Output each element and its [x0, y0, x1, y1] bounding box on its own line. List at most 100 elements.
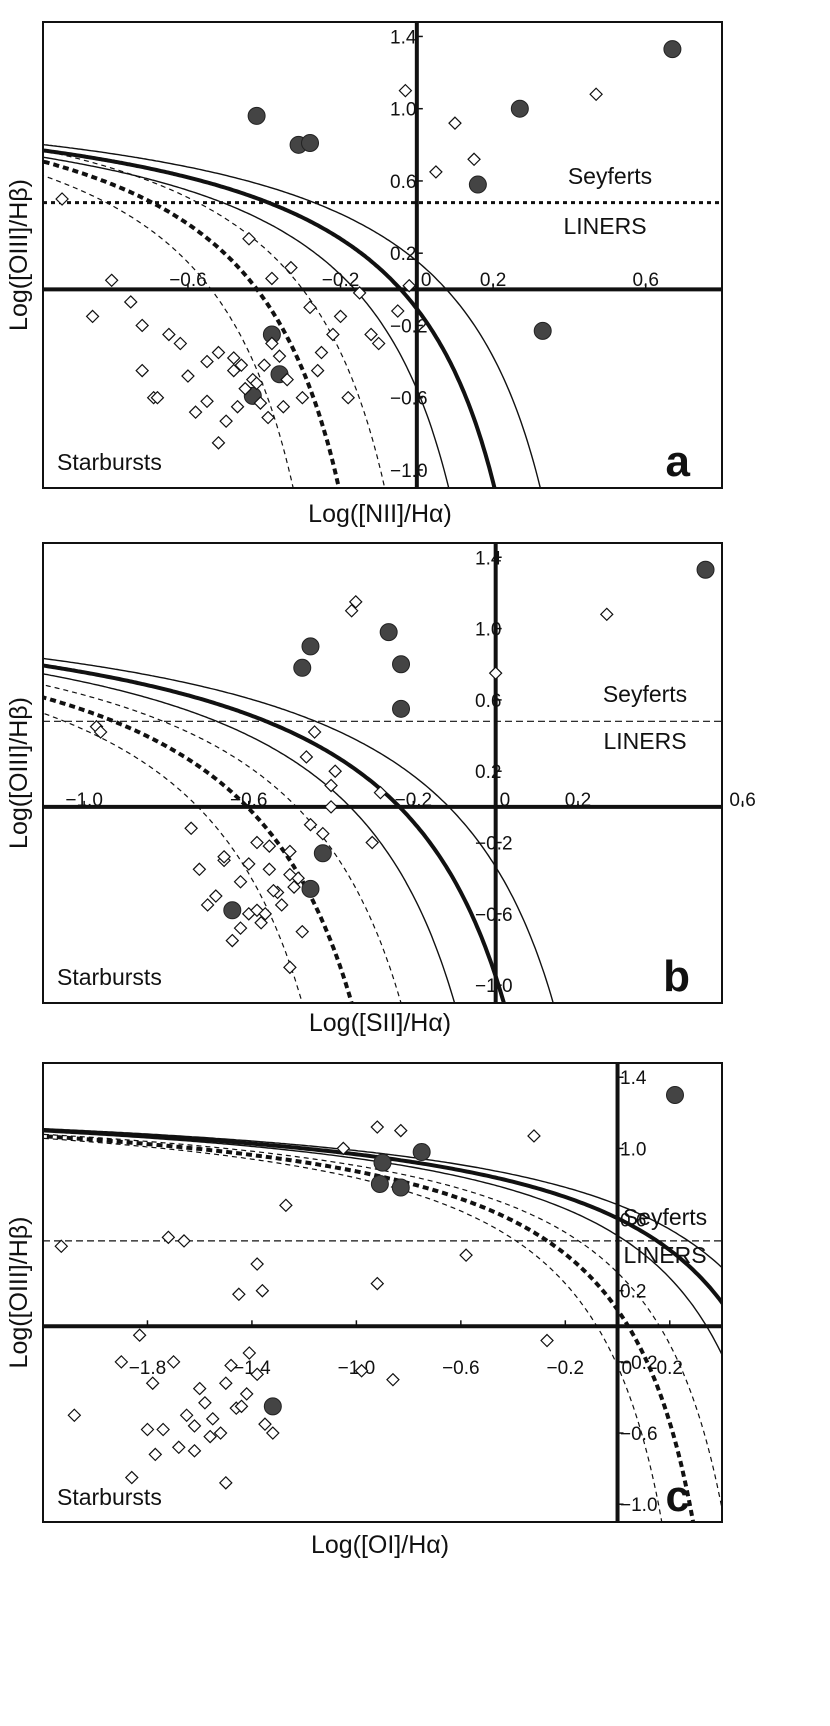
data-point-open: [398, 83, 413, 98]
data-point-open: [364, 327, 378, 342]
plot-frame: [42, 542, 723, 1004]
data-point-open: [93, 725, 108, 739]
data-point-open: [599, 607, 614, 622]
data-point-filled: [696, 560, 715, 579]
data-point-open: [249, 376, 264, 391]
theoretical-limit-lower: [43, 156, 450, 488]
data-point-open: [386, 1372, 400, 1387]
y-tick-label: 1.4: [390, 27, 417, 48]
data-point-open: [265, 1426, 280, 1440]
data-point-filled: [223, 901, 242, 920]
data-point-open: [241, 857, 256, 871]
y-axis-label: Log([OIII]/Hβ): [5, 697, 33, 849]
empirical-limit-curve: [43, 159, 342, 488]
data-point-open: [238, 381, 253, 396]
data-point-open: [336, 1141, 351, 1156]
y-axis-label: Log([OIII]/Hβ): [5, 179, 33, 331]
data-point-open: [280, 372, 294, 387]
data-point-open: [132, 1328, 147, 1343]
y-tick-label: 1.0: [620, 1139, 646, 1160]
x-tick-label: 0.6: [632, 270, 658, 291]
data-point-filled: [373, 1153, 392, 1172]
data-point-open: [198, 1395, 212, 1410]
data-point-open: [232, 1287, 246, 1302]
data-point-filled: [263, 1397, 282, 1416]
x-tick-label: 0.6: [729, 790, 755, 811]
data-point-open: [219, 414, 233, 429]
theoretical-limit-curve: [43, 148, 497, 488]
data-point-open: [354, 1363, 369, 1378]
data-point-open: [365, 835, 380, 850]
x-tick-label: 0.2: [565, 790, 591, 811]
x-tick-label: −1.8: [129, 1358, 167, 1379]
data-point-open: [467, 152, 481, 167]
theoretical-limit-upper: [43, 143, 542, 488]
data-point-open: [488, 666, 503, 681]
data-point-open: [200, 394, 214, 409]
data-point-open: [295, 924, 310, 939]
region-label-seyferts: Seyferts: [568, 163, 652, 189]
data-point-open: [234, 1399, 249, 1414]
data-point-open: [303, 817, 318, 832]
data-point-open: [402, 278, 417, 293]
region-label-seyferts: Seyferts: [623, 1204, 707, 1230]
data-point-open: [258, 907, 273, 921]
data-point-open: [276, 399, 291, 414]
y-tick-label: 1.0: [475, 620, 501, 641]
data-point-open: [211, 435, 226, 450]
data-point-open: [303, 300, 317, 315]
x-axis-label: Log([OI]/Hα): [311, 1531, 449, 1559]
data-point-open: [224, 1358, 238, 1373]
y-tick-label: 1.4: [620, 1068, 647, 1089]
y-tick-label: −1.0: [390, 461, 428, 482]
data-point-open: [371, 336, 386, 351]
data-point-open: [161, 1230, 176, 1245]
data-point-open: [283, 844, 297, 859]
x-tick-label: −0.2: [547, 1358, 585, 1379]
y-tick-label: 1.4: [475, 548, 502, 569]
data-point-open: [344, 603, 359, 618]
data-point-filled: [533, 321, 552, 340]
plot-area: [43, 1086, 722, 1522]
data-point-open: [279, 1198, 293, 1213]
x-axis-label: Log([SII]/Hα): [309, 1009, 451, 1037]
y-tick-label: −0.2: [390, 316, 428, 337]
data-point-open: [258, 1417, 272, 1431]
data-point-open: [218, 1376, 233, 1391]
x-tick-label: 0: [622, 1358, 633, 1379]
data-point-filled: [392, 699, 411, 718]
x-tick-label: −1.0: [65, 790, 103, 811]
data-point-open: [150, 390, 165, 405]
data-point-open: [187, 1443, 202, 1458]
data-point-filled: [313, 844, 332, 863]
panel-a: 1.41.00.60.2−0.2−0.6−1.0−0.6 −0.2 0 0.2 0.6S…: [5, 21, 723, 528]
data-point-open: [373, 785, 388, 800]
data-point-open: [390, 304, 405, 318]
theoretical-limit-lower: [43, 673, 456, 1003]
data-point-open: [242, 231, 256, 246]
data-point-open: [85, 309, 100, 324]
data-point-filled: [301, 879, 320, 898]
data-point-open: [226, 363, 241, 378]
y-tick-label: −0.6: [620, 1424, 658, 1445]
data-point-filled: [379, 623, 398, 642]
data-point-open: [324, 778, 338, 793]
panel-letter: c: [666, 1472, 690, 1521]
data-point-open: [589, 87, 603, 102]
data-point-open: [200, 354, 214, 369]
data-point-open: [162, 327, 176, 342]
x-tick-label: −0.6: [169, 270, 207, 291]
region-label-starbursts: Starbursts: [57, 1484, 162, 1510]
panel-c: 1.41.00.60.2−0.2−0.6−1.0−1.8 −1.4 −1.0 −0.6…: [5, 1062, 723, 1559]
panel-letter: a: [666, 437, 691, 486]
data-point-open: [166, 1355, 181, 1369]
y-tick-label: 0.6: [475, 691, 501, 712]
data-point-open: [218, 1476, 233, 1490]
data-point-open: [192, 1381, 207, 1396]
data-point-open: [262, 839, 277, 853]
data-point-filled: [412, 1142, 431, 1161]
data-point-open: [266, 883, 281, 898]
data-point-open: [527, 1129, 541, 1143]
data-point-filled: [510, 99, 529, 118]
